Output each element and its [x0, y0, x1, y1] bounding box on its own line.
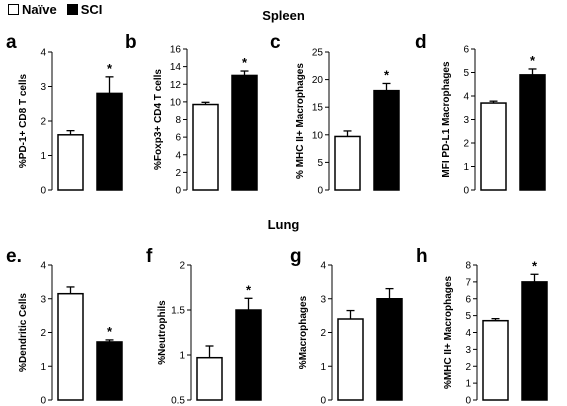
panel-f-tick-label: 1 [179, 351, 185, 362]
panel-c-ylabel: % MHC II+ Macrophages [295, 63, 306, 179]
panel-a-bar-sci [96, 92, 123, 191]
panel-h-tick-label: 3 [465, 345, 471, 356]
panel-c-tick-label: 10 [312, 130, 324, 141]
panel-d-tick-label: 2 [463, 139, 469, 150]
panel-h-tick-label: 2 [465, 362, 471, 373]
panel-d-sig-star: * [530, 53, 536, 68]
panel-h-tick-label: 5 [465, 311, 471, 322]
legend-item-sci: SCI [66, 2, 103, 17]
panel-b-ylabel: %Foxp3+ CD4 T cells [153, 69, 164, 170]
panel-g-tick-label: 1 [320, 362, 326, 373]
panel-h-bar-sci [521, 281, 548, 401]
panel-g-tick-label: 3 [320, 294, 326, 305]
panel-b-tick-label: 10 [170, 97, 182, 108]
panel-d-letter: d [415, 32, 427, 53]
panel-c-tick-label: 0 [317, 186, 323, 197]
panel-e-tick-label: 1 [40, 362, 46, 373]
panel-f-tick-label: 1.5 [171, 306, 185, 317]
panel-b-tick-label: 4 [175, 150, 181, 161]
panel-b-bar-naive [192, 103, 219, 191]
panel-b-tick-label: 6 [175, 133, 181, 144]
panel-d-tick-label: 0 [463, 186, 469, 197]
panel-a-tick-label: 0 [40, 186, 46, 197]
panel-d-tick-label: 5 [463, 68, 469, 79]
panel-d-ylabel: MFI PD-L1 Macrophages [441, 61, 452, 178]
panel-a-ylabel: %PD-1+ CD8 T cells [18, 73, 29, 168]
panel-c-tick-label: 20 [312, 75, 324, 86]
panel-h-tick-label: 6 [465, 294, 471, 305]
panel-b-tick-label: 12 [170, 80, 182, 91]
panel-e-bar-naive [57, 292, 84, 401]
panel-c-sig-star: * [384, 67, 390, 82]
panel-c-bar-sci [373, 89, 400, 191]
panel-e-tick-label: 3 [40, 294, 46, 305]
section-title-spleen: Spleen [262, 8, 305, 23]
panel-c-letter: c [270, 32, 281, 53]
panel-a-tick-label: 4 [40, 48, 46, 59]
panel-f-letter: f [146, 246, 153, 267]
panel-f-sig-star: * [246, 282, 252, 297]
panel-g-tick-label: 4 [320, 261, 326, 272]
panel-h-bar-naive [482, 319, 509, 401]
panel-g-letter: g [290, 246, 302, 267]
panel-e-tick-label: 2 [40, 328, 46, 339]
panel-g-tick-label: 2 [320, 328, 326, 339]
panel-c-tick-label: 15 [312, 103, 324, 114]
panel-a-letter: a [6, 32, 17, 53]
panel-c-bar-naive [334, 135, 361, 191]
legend-label-naive: Naïve [22, 2, 57, 17]
panel-d-bar-naive [480, 102, 507, 191]
legend: Naïve SCI [8, 2, 112, 17]
panel-e-tick-label: 4 [40, 261, 46, 272]
panel-b-tick-label: 8 [175, 115, 181, 126]
panel-b-tick-label: 2 [175, 168, 181, 179]
panel-e-bar-sci [96, 341, 123, 401]
panel-h-tick-label: 7 [465, 277, 471, 288]
panel-a-sig-star: * [107, 61, 113, 76]
panel-b-bar-sci [231, 74, 258, 191]
panel-d-tick-label: 1 [463, 162, 469, 173]
section-title-lung: Lung [267, 217, 300, 232]
panel-g-bar-sci [376, 298, 403, 401]
panel-b-tick-label: 0 [175, 186, 181, 197]
panel-b-sig-star: * [242, 55, 248, 70]
panel-e-tick-label: 0 [40, 396, 46, 406]
panel-f-bar-naive [196, 356, 223, 401]
panel-h-tick-label: 8 [465, 261, 471, 272]
panel-d-tick-label: 4 [463, 92, 469, 103]
panel-a-tick-label: 2 [40, 117, 46, 128]
panel-h-tick-label: 0 [465, 396, 471, 406]
legend-label-sci: SCI [80, 2, 103, 17]
legend-swatch-sci [66, 4, 78, 15]
panel-h-tick-label: 4 [465, 328, 471, 339]
panel-f-ylabel: %Neutrophils [157, 300, 168, 365]
panel-d-tick-label: 6 [463, 45, 469, 56]
panel-f-tick-label: 2 [179, 261, 185, 272]
panel-e-ylabel: %Dendritic Cells [18, 293, 29, 372]
panel-h-sig-star: * [532, 258, 538, 273]
panel-d-bar-sci [519, 74, 546, 191]
panel-g-ylabel: %Macrophages [298, 295, 309, 369]
legend-swatch-naive [8, 4, 19, 15]
panel-c-tick-label: 25 [312, 48, 324, 59]
panel-f-bar-sci [235, 309, 262, 401]
panel-b-letter: b [125, 32, 137, 53]
panel-g-tick-label: 0 [320, 396, 326, 406]
panel-d-tick-label: 3 [463, 115, 469, 126]
panel-b-tick-label: 16 [170, 45, 182, 56]
panel-e-letter: e. [6, 246, 22, 267]
panel-f-tick-label: 0.5 [171, 396, 185, 406]
panel-a-tick-label: 3 [40, 82, 46, 93]
panel-c-tick-label: 5 [317, 158, 323, 169]
panel-g-bar-naive [337, 318, 364, 401]
legend-item-naive: Naïve [8, 2, 57, 17]
panel-h-tick-label: 1 [465, 379, 471, 390]
panel-h-ylabel: %MHC II+ Macrophages [443, 276, 454, 390]
panel-b-tick-label: 14 [170, 62, 182, 73]
panel-e-sig-star: * [107, 324, 113, 339]
panel-h-letter: h [416, 246, 428, 267]
panel-a-tick-label: 1 [40, 151, 46, 162]
panel-a-bar-naive [57, 134, 84, 191]
